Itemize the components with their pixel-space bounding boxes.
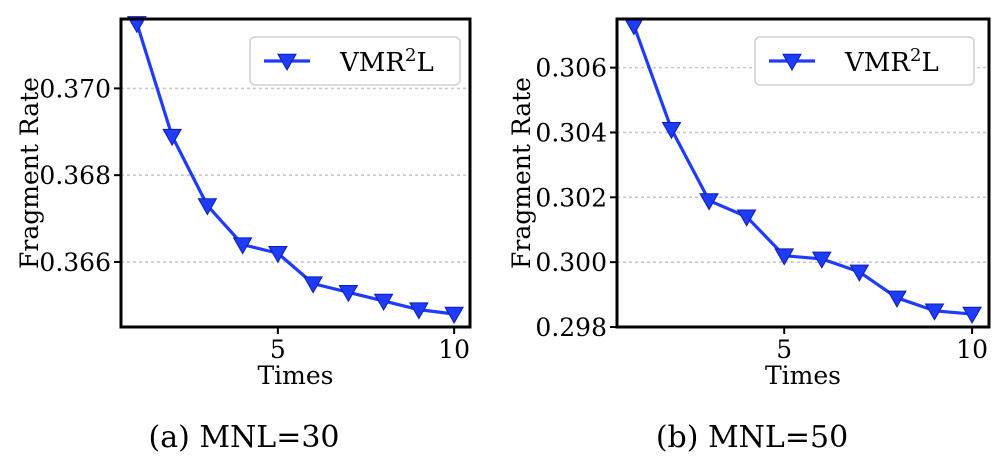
- y-axis-label: Fragment Rate: [15, 77, 44, 269]
- legend-marker: [782, 53, 802, 72]
- axes-frame: [615, 17, 991, 329]
- legend-box: [249, 36, 461, 86]
- x-tick-label: 5: [270, 335, 286, 364]
- data-point-marker: [373, 293, 394, 311]
- x-tick-label: 10: [956, 335, 988, 364]
- data-point-marker: [736, 209, 757, 227]
- y-tick-label: 0.298: [535, 313, 607, 342]
- data-point-marker: [699, 193, 719, 211]
- data-point-marker: [774, 248, 795, 266]
- chart-panel-b: 0.298 0.300 0.302 0.304 0.306 5 10 Times Fragmen…: [507, 17, 991, 455]
- y-tick-label: 0.302: [535, 183, 607, 212]
- x-tick-label: 10: [438, 335, 470, 364]
- y-axis-label: Fragment Rate: [507, 77, 536, 269]
- data-point-marker: [887, 290, 907, 308]
- x-tick-label: 5: [776, 335, 792, 364]
- data-point-marker: [197, 198, 218, 216]
- data-point-marker: [232, 237, 253, 255]
- panel-caption: (a) MNL=30: [148, 420, 339, 455]
- panel-caption: (b) MNL=50: [656, 420, 848, 455]
- y-tick-label: 0.300: [535, 248, 607, 277]
- x-axis-label: Times: [765, 361, 841, 390]
- chart-panel-a: 0.366 0.368 0.370 5 10 Times Fragment Rate VMR2…: [15, 16, 472, 455]
- y-tick-label: 0.370: [39, 74, 111, 103]
- data-point-marker: [811, 251, 832, 269]
- y-tick-label: 0.366: [39, 248, 111, 277]
- data-point-marker: [268, 246, 288, 264]
- data-point-marker: [924, 303, 945, 321]
- data-point-marker: [444, 306, 464, 324]
- data-point-marker: [303, 276, 323, 294]
- data-point-marker: [661, 121, 682, 140]
- y-tick-label: 0.368: [39, 161, 111, 190]
- data-point-marker: [127, 16, 147, 34]
- y-tick-label: 0.306: [535, 54, 607, 83]
- data-point-marker: [624, 18, 644, 36]
- legend-marker: [277, 53, 297, 72]
- data-point-marker: [338, 285, 359, 303]
- series-line: [135, 22, 455, 316]
- series-line: [632, 24, 973, 316]
- legend-label: VMR2L: [844, 45, 939, 78]
- data-point-marker: [962, 306, 982, 325]
- y-tick-label: 0.304: [535, 118, 607, 147]
- axes-frame: [119, 17, 472, 329]
- legend-box: [754, 36, 975, 86]
- data-point-marker: [162, 128, 182, 147]
- x-axis-label: Times: [257, 361, 333, 390]
- data-point-marker: [409, 302, 429, 320]
- legend-label: VMR2L: [339, 45, 434, 78]
- data-point-marker: [849, 264, 870, 282]
